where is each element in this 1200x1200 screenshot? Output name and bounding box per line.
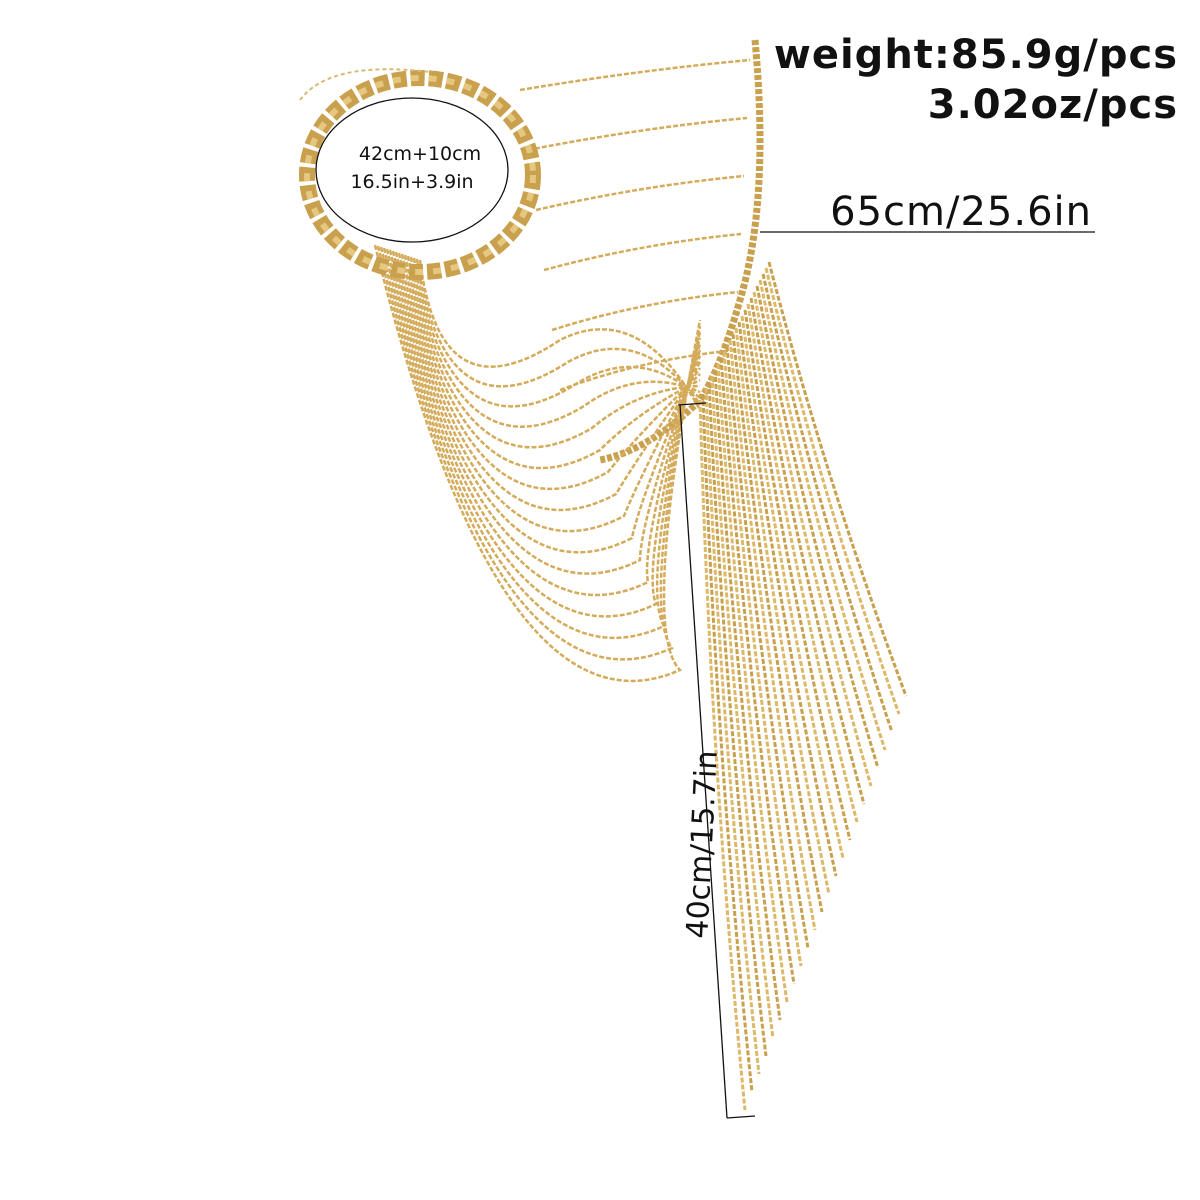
upper-chain xyxy=(519,58,751,92)
upper-chain xyxy=(543,232,742,272)
tassel-line xyxy=(679,404,728,1119)
drape-chain xyxy=(382,247,702,618)
tassel-chain xyxy=(719,357,796,985)
drape-chain xyxy=(406,255,701,449)
drape-chain xyxy=(400,253,701,491)
drape-chain xyxy=(385,248,702,597)
tassel-chain xyxy=(767,261,908,697)
weight-ounces: 3.02oz/pcs xyxy=(928,82,1178,128)
weight-grams: weight:85.9g/pcs xyxy=(774,32,1178,78)
tassel-chain xyxy=(728,339,817,931)
drape-chain xyxy=(412,257,701,408)
tassel-chain xyxy=(740,315,845,859)
tassel-line-cap xyxy=(726,1115,756,1119)
tassel-chain xyxy=(764,267,901,715)
tassel-chain xyxy=(737,321,838,877)
tassel-chain xyxy=(749,297,866,805)
drape-chain xyxy=(373,244,702,683)
upper-chain xyxy=(559,348,736,392)
tassel-chain xyxy=(701,393,754,1093)
drape-chain xyxy=(394,251,702,533)
drape-chain xyxy=(391,250,702,554)
tassel-chain xyxy=(713,369,782,1021)
drape-chain xyxy=(418,259,702,411)
size-callout xyxy=(315,97,509,243)
tassel-chain xyxy=(707,381,768,1057)
tassel-line-cap xyxy=(677,402,707,406)
tassel-chain xyxy=(761,273,894,733)
tassel-chain xyxy=(698,399,747,1111)
tassel-chain xyxy=(704,387,761,1075)
drape-chain xyxy=(397,252,702,512)
upper-chain xyxy=(535,174,745,212)
tassel-chain xyxy=(734,327,831,895)
tassel-length-label: 40cm/15.7in xyxy=(680,750,725,940)
tassel-chain xyxy=(731,333,824,913)
necklace xyxy=(373,39,908,1111)
length-label: 65cm/25.6in xyxy=(830,189,1092,235)
neck-chain-highlight xyxy=(304,75,536,275)
neck-size-cm: 42cm+10cm xyxy=(359,143,481,165)
tassel-chain xyxy=(710,375,775,1039)
neck-size-in: 16.5in+3.9in xyxy=(350,171,473,193)
strap-chain xyxy=(599,39,764,464)
drape-chain xyxy=(409,256,701,428)
tassel-chain xyxy=(722,351,803,967)
tassel-chain xyxy=(743,309,852,841)
tassel-chain xyxy=(752,291,873,787)
tassel-chain xyxy=(746,303,859,823)
drape-chain xyxy=(376,245,702,661)
tassel-chain xyxy=(755,285,880,769)
upper-chain xyxy=(527,116,748,152)
drape-chain xyxy=(415,258,702,405)
tassel-chain xyxy=(758,279,887,751)
drape-chain xyxy=(388,249,702,575)
drape-chain xyxy=(379,246,702,640)
tassel-chain xyxy=(725,345,810,949)
upper-chain xyxy=(551,290,739,332)
drape-chain xyxy=(403,254,701,470)
